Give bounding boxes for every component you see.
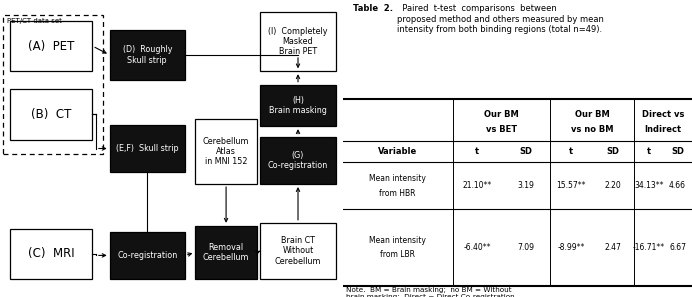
Text: 34.13**: 34.13** — [634, 181, 664, 190]
FancyBboxPatch shape — [3, 15, 102, 154]
Text: 7.09: 7.09 — [518, 243, 534, 252]
Text: PET/CT data set: PET/CT data set — [7, 18, 62, 24]
Text: Removal
Cerebellum: Removal Cerebellum — [203, 243, 249, 262]
Text: Cerebellum
Atlas
in MNI 152: Cerebellum Atlas in MNI 152 — [203, 137, 249, 166]
Text: (B)  CT: (B) CT — [31, 108, 71, 121]
Text: vs BET: vs BET — [486, 125, 517, 134]
Text: vs no BM: vs no BM — [571, 125, 614, 134]
FancyBboxPatch shape — [260, 12, 336, 71]
Text: t: t — [475, 147, 479, 156]
FancyBboxPatch shape — [260, 137, 336, 184]
Text: Mean intensity: Mean intensity — [369, 236, 426, 245]
Text: Brain CT
Without
Cerebellum: Brain CT Without Cerebellum — [275, 236, 321, 266]
Text: SD: SD — [607, 147, 620, 156]
Text: Table  2.: Table 2. — [353, 4, 393, 13]
Text: SD: SD — [671, 147, 684, 156]
Text: SD: SD — [520, 147, 533, 156]
Text: (G)
Co-registration: (G) Co-registration — [268, 151, 328, 170]
Text: -8.99**: -8.99** — [558, 243, 585, 252]
FancyBboxPatch shape — [10, 89, 93, 140]
Text: 6.67: 6.67 — [669, 243, 686, 252]
FancyBboxPatch shape — [260, 85, 336, 126]
Text: t: t — [647, 147, 650, 156]
Text: Direct vs: Direct vs — [642, 110, 684, 119]
Text: Paired  t-test  comparisons  between
proposed method and others measured by mean: Paired t-test comparisons between propos… — [397, 4, 603, 34]
Text: Mean intensity: Mean intensity — [369, 174, 426, 183]
Text: -6.40**: -6.40** — [464, 243, 491, 252]
FancyBboxPatch shape — [195, 226, 257, 279]
Text: 2.20: 2.20 — [605, 181, 621, 190]
Text: Co-registration: Co-registration — [117, 251, 177, 260]
FancyBboxPatch shape — [195, 119, 257, 184]
Text: from HBR: from HBR — [379, 189, 416, 198]
Text: (E,F)  Skull strip: (E,F) Skull strip — [116, 144, 179, 153]
FancyBboxPatch shape — [109, 232, 185, 279]
Text: (I)  Completely
Masked
Brain PET: (I) Completely Masked Brain PET — [268, 27, 328, 56]
Text: (C)  MRI: (C) MRI — [28, 247, 75, 260]
FancyBboxPatch shape — [109, 30, 185, 80]
Text: 15.57**: 15.57** — [556, 181, 586, 190]
FancyBboxPatch shape — [10, 229, 93, 279]
FancyBboxPatch shape — [10, 21, 93, 71]
Text: Indirect: Indirect — [645, 125, 682, 134]
Text: (D)  Roughly
Skull strip: (D) Roughly Skull strip — [122, 45, 172, 65]
Text: from LBR: from LBR — [380, 250, 415, 260]
Text: 21.10**: 21.10** — [462, 181, 492, 190]
Text: 3.19: 3.19 — [518, 181, 534, 190]
Text: Our BM: Our BM — [575, 110, 610, 119]
Text: Variable: Variable — [378, 147, 417, 156]
Text: (H)
Brain masking: (H) Brain masking — [269, 96, 327, 115]
FancyBboxPatch shape — [109, 125, 185, 172]
Text: Note.  BM = Brain masking;  no BM = Without
brain masking;  Direct = Direct Co-r: Note. BM = Brain masking; no BM = Withou… — [346, 287, 518, 297]
Text: -16.71**: -16.71** — [632, 243, 665, 252]
Text: (A)  PET: (A) PET — [28, 40, 75, 53]
Text: 2.47: 2.47 — [605, 243, 622, 252]
Text: Our BM: Our BM — [484, 110, 519, 119]
Text: 4.66: 4.66 — [669, 181, 686, 190]
Text: t: t — [570, 147, 574, 156]
FancyBboxPatch shape — [260, 223, 336, 279]
